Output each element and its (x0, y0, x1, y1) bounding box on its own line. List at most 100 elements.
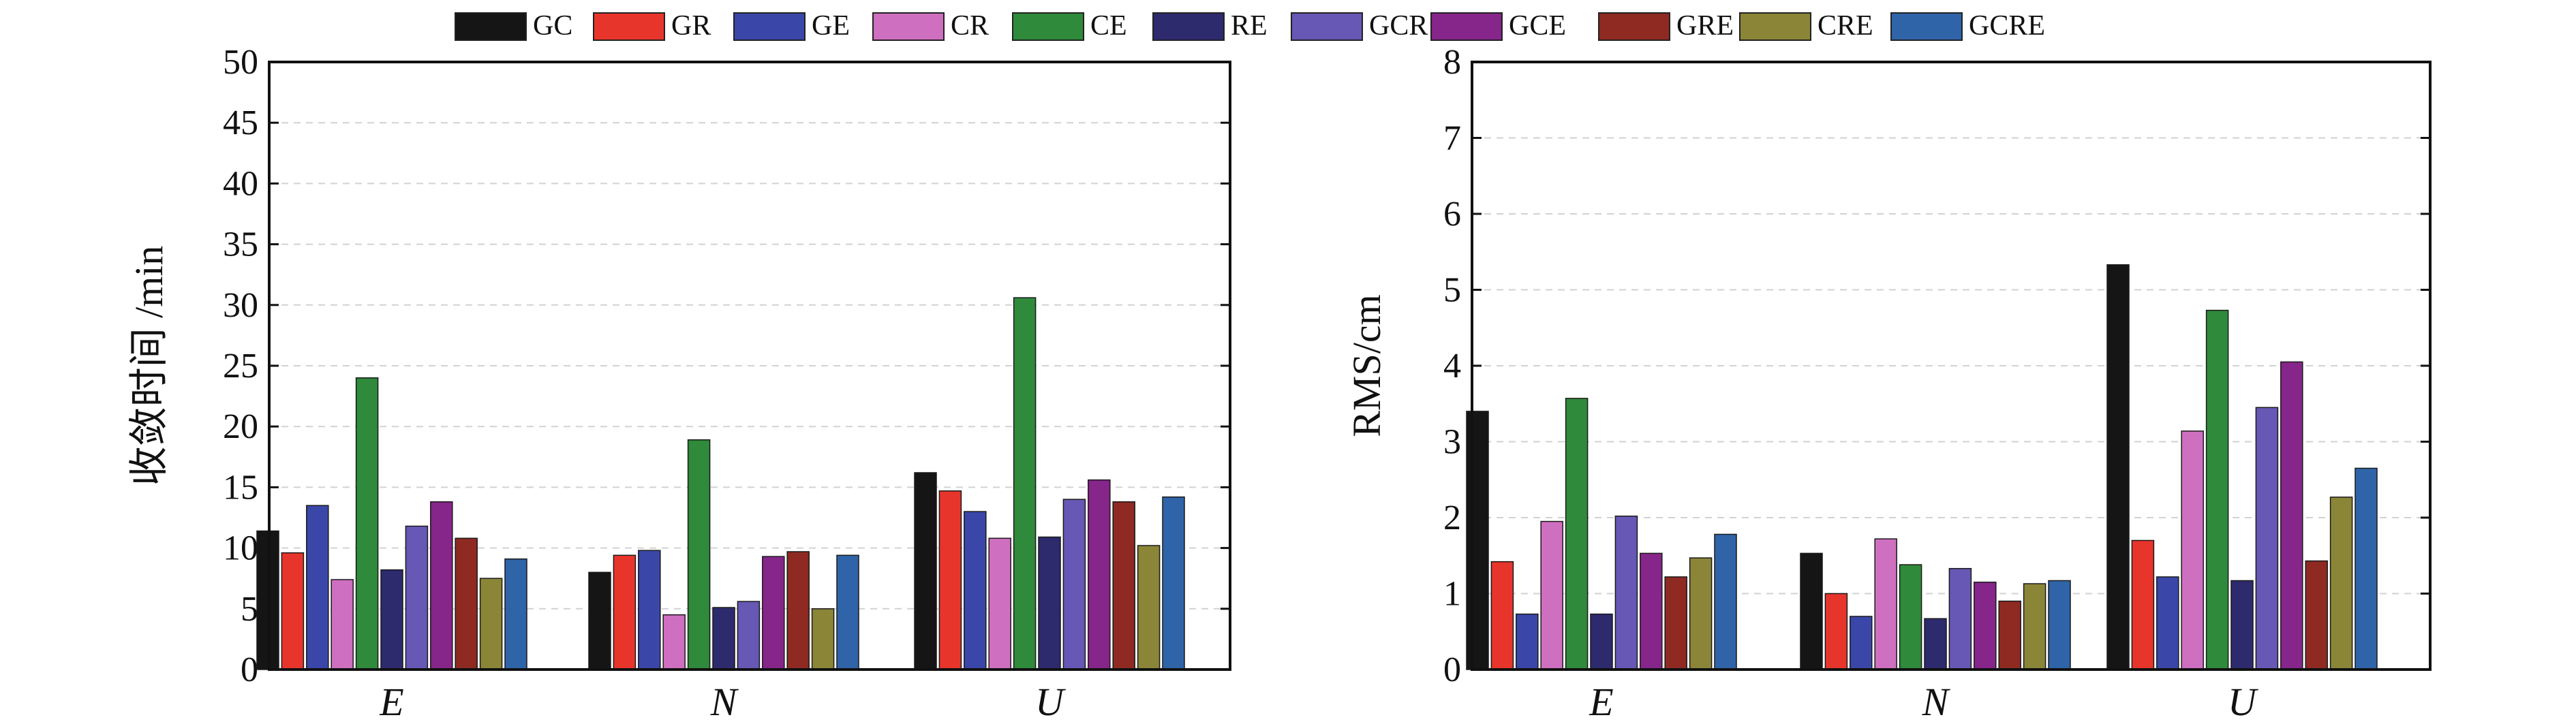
bar-gcre-e (1714, 533, 1737, 670)
bar-re-n (1924, 618, 1947, 670)
bar-re-u (1038, 536, 1061, 670)
legend-swatch-ce (1012, 12, 1084, 41)
legend-item-gre: GRE (1598, 10, 1734, 42)
bar-ge-n (1850, 616, 1873, 670)
bar-gcr-e (1614, 516, 1638, 670)
bar-cre-u (1137, 545, 1161, 670)
bar-re-e (380, 569, 403, 670)
bar-ce-u (1013, 297, 1037, 670)
bar-re-e (1590, 613, 1613, 670)
bar-gr-e (281, 552, 305, 670)
x-tick-label: E (379, 680, 403, 724)
bar-cre-e (1689, 557, 1713, 670)
y-axis-label: RMS/cm (1345, 294, 1389, 437)
rms-chart: 0 1 2 3 4 5 6 7 8 E N U RMS/cm (1345, 43, 2432, 724)
legend-swatch-gre (1598, 12, 1670, 41)
bar-cr-n (1874, 538, 1897, 670)
legend-item-gcr: GCR (1291, 10, 1428, 42)
bar-gce-u (2280, 361, 2303, 670)
y-tick-label: 20 (223, 407, 258, 446)
bar-gcre-e (504, 558, 527, 670)
y-tick-label: 2 (1443, 499, 1461, 537)
y-tick-label: 7 (1443, 119, 1461, 158)
legend-item-cre: CRE (1739, 10, 1873, 42)
bar-cre-n (2023, 583, 2046, 670)
bar-ce-e (355, 377, 379, 670)
legend-label-cr: CR (951, 10, 989, 42)
bar-gcr-n (1948, 567, 1972, 670)
bar-gc-n (1800, 552, 1823, 670)
legend-swatch-gcr (1291, 12, 1363, 41)
bar-gre-e (1664, 576, 1687, 670)
legend-item-re: RE (1152, 10, 1268, 42)
y-tick-label: 0 (241, 650, 258, 689)
bar-ge-n (638, 550, 661, 670)
bar-gcre-n (836, 554, 859, 670)
x-tick-label: N (710, 680, 739, 724)
plot-frame (268, 61, 1231, 671)
bar-re-u (2230, 580, 2254, 670)
y-tick-label: 3 (1443, 423, 1461, 462)
bar-gc-e (1466, 411, 1489, 670)
bar-gc-u (2106, 264, 2130, 670)
bar-gr-u (938, 490, 962, 670)
legend: GC GR GE CR CE RE GCR GCE GRE CRE GCRE (455, 10, 2045, 42)
x-tick-label: U (2228, 680, 2259, 724)
y-tick-label: 45 (223, 104, 258, 142)
legend-item-gr: GR (593, 10, 711, 42)
legend-label-ce: CE (1090, 10, 1127, 42)
bar-cre-e (479, 578, 503, 670)
bar-gr-e (1490, 561, 1514, 670)
legend-swatch-cre (1739, 12, 1811, 41)
legend-item-ce: CE (1012, 10, 1127, 42)
legend-label-cre: CRE (1818, 10, 1873, 42)
y-tick-label: 5 (241, 590, 258, 629)
y-tick-label: 40 (223, 164, 258, 203)
bar-gce-u (1088, 479, 1111, 670)
x-tick-label: N (1922, 680, 1951, 724)
y-tick-label: 35 (223, 225, 258, 264)
y-tick-label: 15 (223, 468, 258, 507)
y-tick-label: 4 (1443, 347, 1461, 385)
bar-cr-u (2181, 430, 2204, 670)
legend-item-gc: GC (455, 10, 572, 42)
y-tick-label: 10 (223, 529, 258, 568)
bar-ce-n (1899, 564, 1922, 670)
legend-swatch-ge (733, 12, 806, 41)
bar-gce-n (762, 556, 785, 670)
legend-item-cr: CR (872, 10, 989, 42)
bar-cr-e (331, 579, 354, 670)
bar-ce-n (687, 439, 711, 670)
bar-gre-e (455, 537, 478, 670)
bar-ge-u (964, 511, 987, 670)
bar-cr-e (1540, 520, 1563, 670)
bar-gcr-u (2255, 407, 2279, 670)
convergence-time-chart: 0 5 10 15 20 25 30 35 40 45 50 E N U 收敛时间 /min (127, 43, 1231, 724)
legend-label-gre: GRE (1676, 10, 1734, 42)
legend-label-gcr: GCR (1369, 10, 1428, 42)
y-tick-label: 8 (1443, 43, 1461, 82)
x-tick-label: U (1035, 680, 1067, 724)
legend-label-gc: GC (533, 10, 572, 42)
legend-item-gce: GCE (1430, 10, 1566, 42)
bar-gcr-u (1062, 499, 1086, 670)
bar-cre-u (2329, 497, 2353, 670)
bar-gr-n (613, 554, 637, 670)
legend-label-gce: GCE (1509, 10, 1566, 42)
bar-ce-e (1565, 398, 1589, 670)
legend-label-re: RE (1231, 10, 1268, 42)
bar-gcre-u (2355, 467, 2378, 670)
bar-gc-n (588, 571, 611, 670)
x-tick-label: E (1589, 680, 1613, 724)
y-tick-label: 50 (223, 43, 258, 82)
y-tick-label: 0 (1443, 650, 1461, 689)
y-axis-label: 收敛时间 /min (127, 246, 171, 486)
legend-label-gcre: GCRE (1969, 10, 2045, 42)
bar-gcre-u (1162, 496, 1185, 670)
legend-item-ge: GE (733, 10, 850, 42)
legend-item-gcre: GCRE (1890, 10, 2045, 42)
legend-label-ge: GE (812, 10, 850, 42)
bar-gre-u (2305, 560, 2328, 670)
y-tick-label: 5 (1443, 271, 1461, 310)
